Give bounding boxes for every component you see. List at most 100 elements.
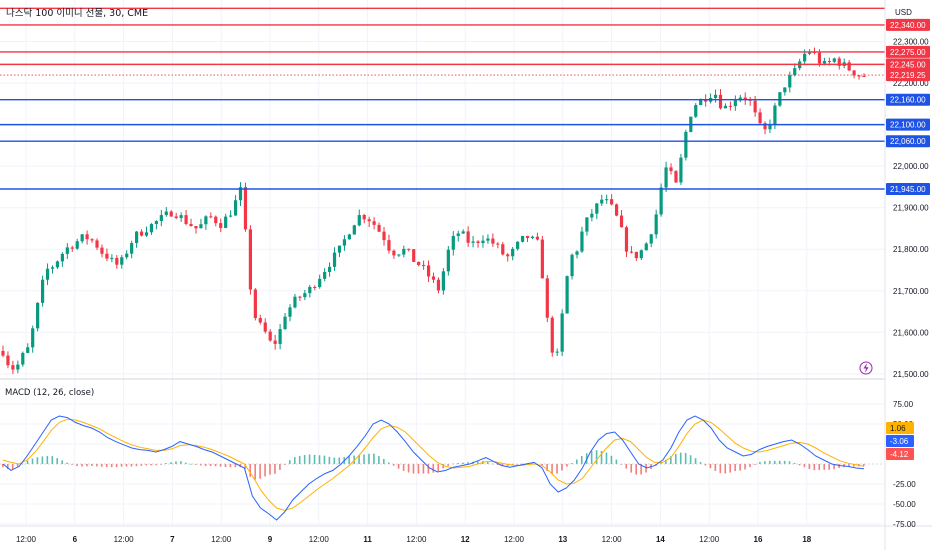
candle	[219, 218, 223, 233]
price-tick-label: 22,200.00	[893, 79, 929, 88]
time-tick-label: 12:00	[602, 535, 623, 544]
candle	[372, 217, 376, 230]
candle	[476, 240, 480, 248]
candle	[446, 246, 450, 276]
candle	[144, 226, 149, 237]
lightning-icon[interactable]	[859, 361, 873, 375]
candle	[100, 244, 104, 258]
candle	[639, 249, 643, 261]
candle	[530, 235, 535, 240]
candle	[204, 215, 208, 230]
svg-text:22,340.00: 22,340.00	[890, 21, 926, 30]
candle	[357, 209, 361, 227]
candle	[590, 209, 594, 222]
macd-macd-value-tag: 1.06	[886, 422, 914, 434]
candle	[45, 263, 50, 286]
candle	[723, 103, 728, 109]
candle	[481, 235, 485, 248]
level-price-tag: 22,100.00	[886, 118, 930, 131]
candle	[55, 260, 60, 270]
candle	[704, 94, 708, 107]
candle	[130, 240, 134, 259]
candle	[605, 194, 609, 204]
candle	[293, 293, 297, 309]
candle	[21, 351, 25, 367]
candle	[164, 207, 168, 217]
candle	[580, 226, 584, 253]
candle	[431, 272, 436, 284]
candle	[224, 213, 228, 229]
candle	[506, 253, 510, 262]
candle	[313, 285, 317, 291]
candle	[273, 334, 277, 350]
candle	[624, 225, 629, 258]
macd-lines	[2, 415, 865, 521]
candle	[323, 268, 327, 282]
candle	[837, 56, 841, 70]
candle	[461, 229, 465, 234]
candle	[110, 254, 114, 263]
price-tick-label: 22,000.00	[893, 162, 929, 171]
svg-text:22,100.00: 22,100.00	[890, 121, 926, 130]
horizontal-levels[interactable]	[0, 7, 885, 190]
candle	[149, 223, 154, 235]
candle	[570, 253, 574, 280]
candle	[610, 194, 614, 206]
candle	[11, 360, 15, 374]
level-price-tag: 22,245.00	[886, 58, 930, 71]
signal-line	[2, 418, 865, 511]
candle	[511, 246, 515, 261]
candle	[387, 234, 391, 254]
candle	[634, 251, 638, 261]
candle	[229, 210, 233, 218]
candle	[397, 254, 401, 257]
candle	[50, 265, 55, 274]
candle	[738, 94, 742, 103]
price-tick-label: 21,800.00	[893, 245, 929, 254]
candle	[184, 210, 188, 226]
candle	[298, 295, 302, 301]
candle	[283, 312, 287, 330]
time-tick-label: 7	[170, 535, 175, 544]
candle	[417, 261, 421, 267]
candle	[362, 213, 366, 224]
candle	[253, 288, 257, 321]
candle	[85, 230, 89, 245]
candle	[268, 329, 272, 342]
macd-title[interactable]: MACD (12, 26, close)	[5, 388, 94, 398]
candle	[332, 247, 337, 271]
svg-text:22,060.00: 22,060.00	[890, 137, 926, 146]
candle	[629, 246, 634, 254]
price-tick-label: 21,900.00	[893, 204, 929, 213]
macd-signal-value-tag: -3.06	[886, 435, 914, 447]
candle	[684, 129, 688, 161]
candle	[26, 343, 30, 354]
candle	[258, 314, 262, 325]
candle	[288, 304, 292, 322]
candle	[713, 89, 718, 103]
candle	[793, 63, 797, 77]
macd-tick-label: -50.00	[893, 500, 916, 509]
currency-label[interactable]: USD	[895, 8, 912, 17]
candle	[466, 226, 470, 247]
level-price-tag: 21,945.00	[886, 183, 930, 195]
candle	[847, 60, 851, 72]
candle	[233, 195, 238, 216]
candle	[392, 249, 396, 259]
level-price-tag: 22,340.00	[886, 18, 930, 31]
candle	[135, 230, 139, 248]
candle	[159, 209, 163, 227]
symbol-title[interactable]: 나스닥 100 이미니 선물, 30, CME	[6, 8, 148, 19]
candle	[169, 210, 173, 217]
candle	[422, 260, 426, 270]
candle	[733, 95, 737, 111]
time-tick-label: 13	[558, 535, 567, 544]
candle	[535, 232, 540, 241]
macd-tick-label: -25.00	[893, 480, 916, 489]
price-axis[interactable]: 22,300.00 22,200.00 22,000.00 21,900.00 21,8…	[893, 38, 929, 379]
time-axis[interactable]: 12:00 6 12:00 7 12:00 9 12:00 11 12:00 12 12:00 13 1…	[16, 535, 812, 544]
svg-text:1.06: 1.06	[890, 424, 906, 433]
current-price-tag: 22,219.25	[886, 69, 930, 82]
time-tick-label: 12:00	[504, 535, 525, 544]
